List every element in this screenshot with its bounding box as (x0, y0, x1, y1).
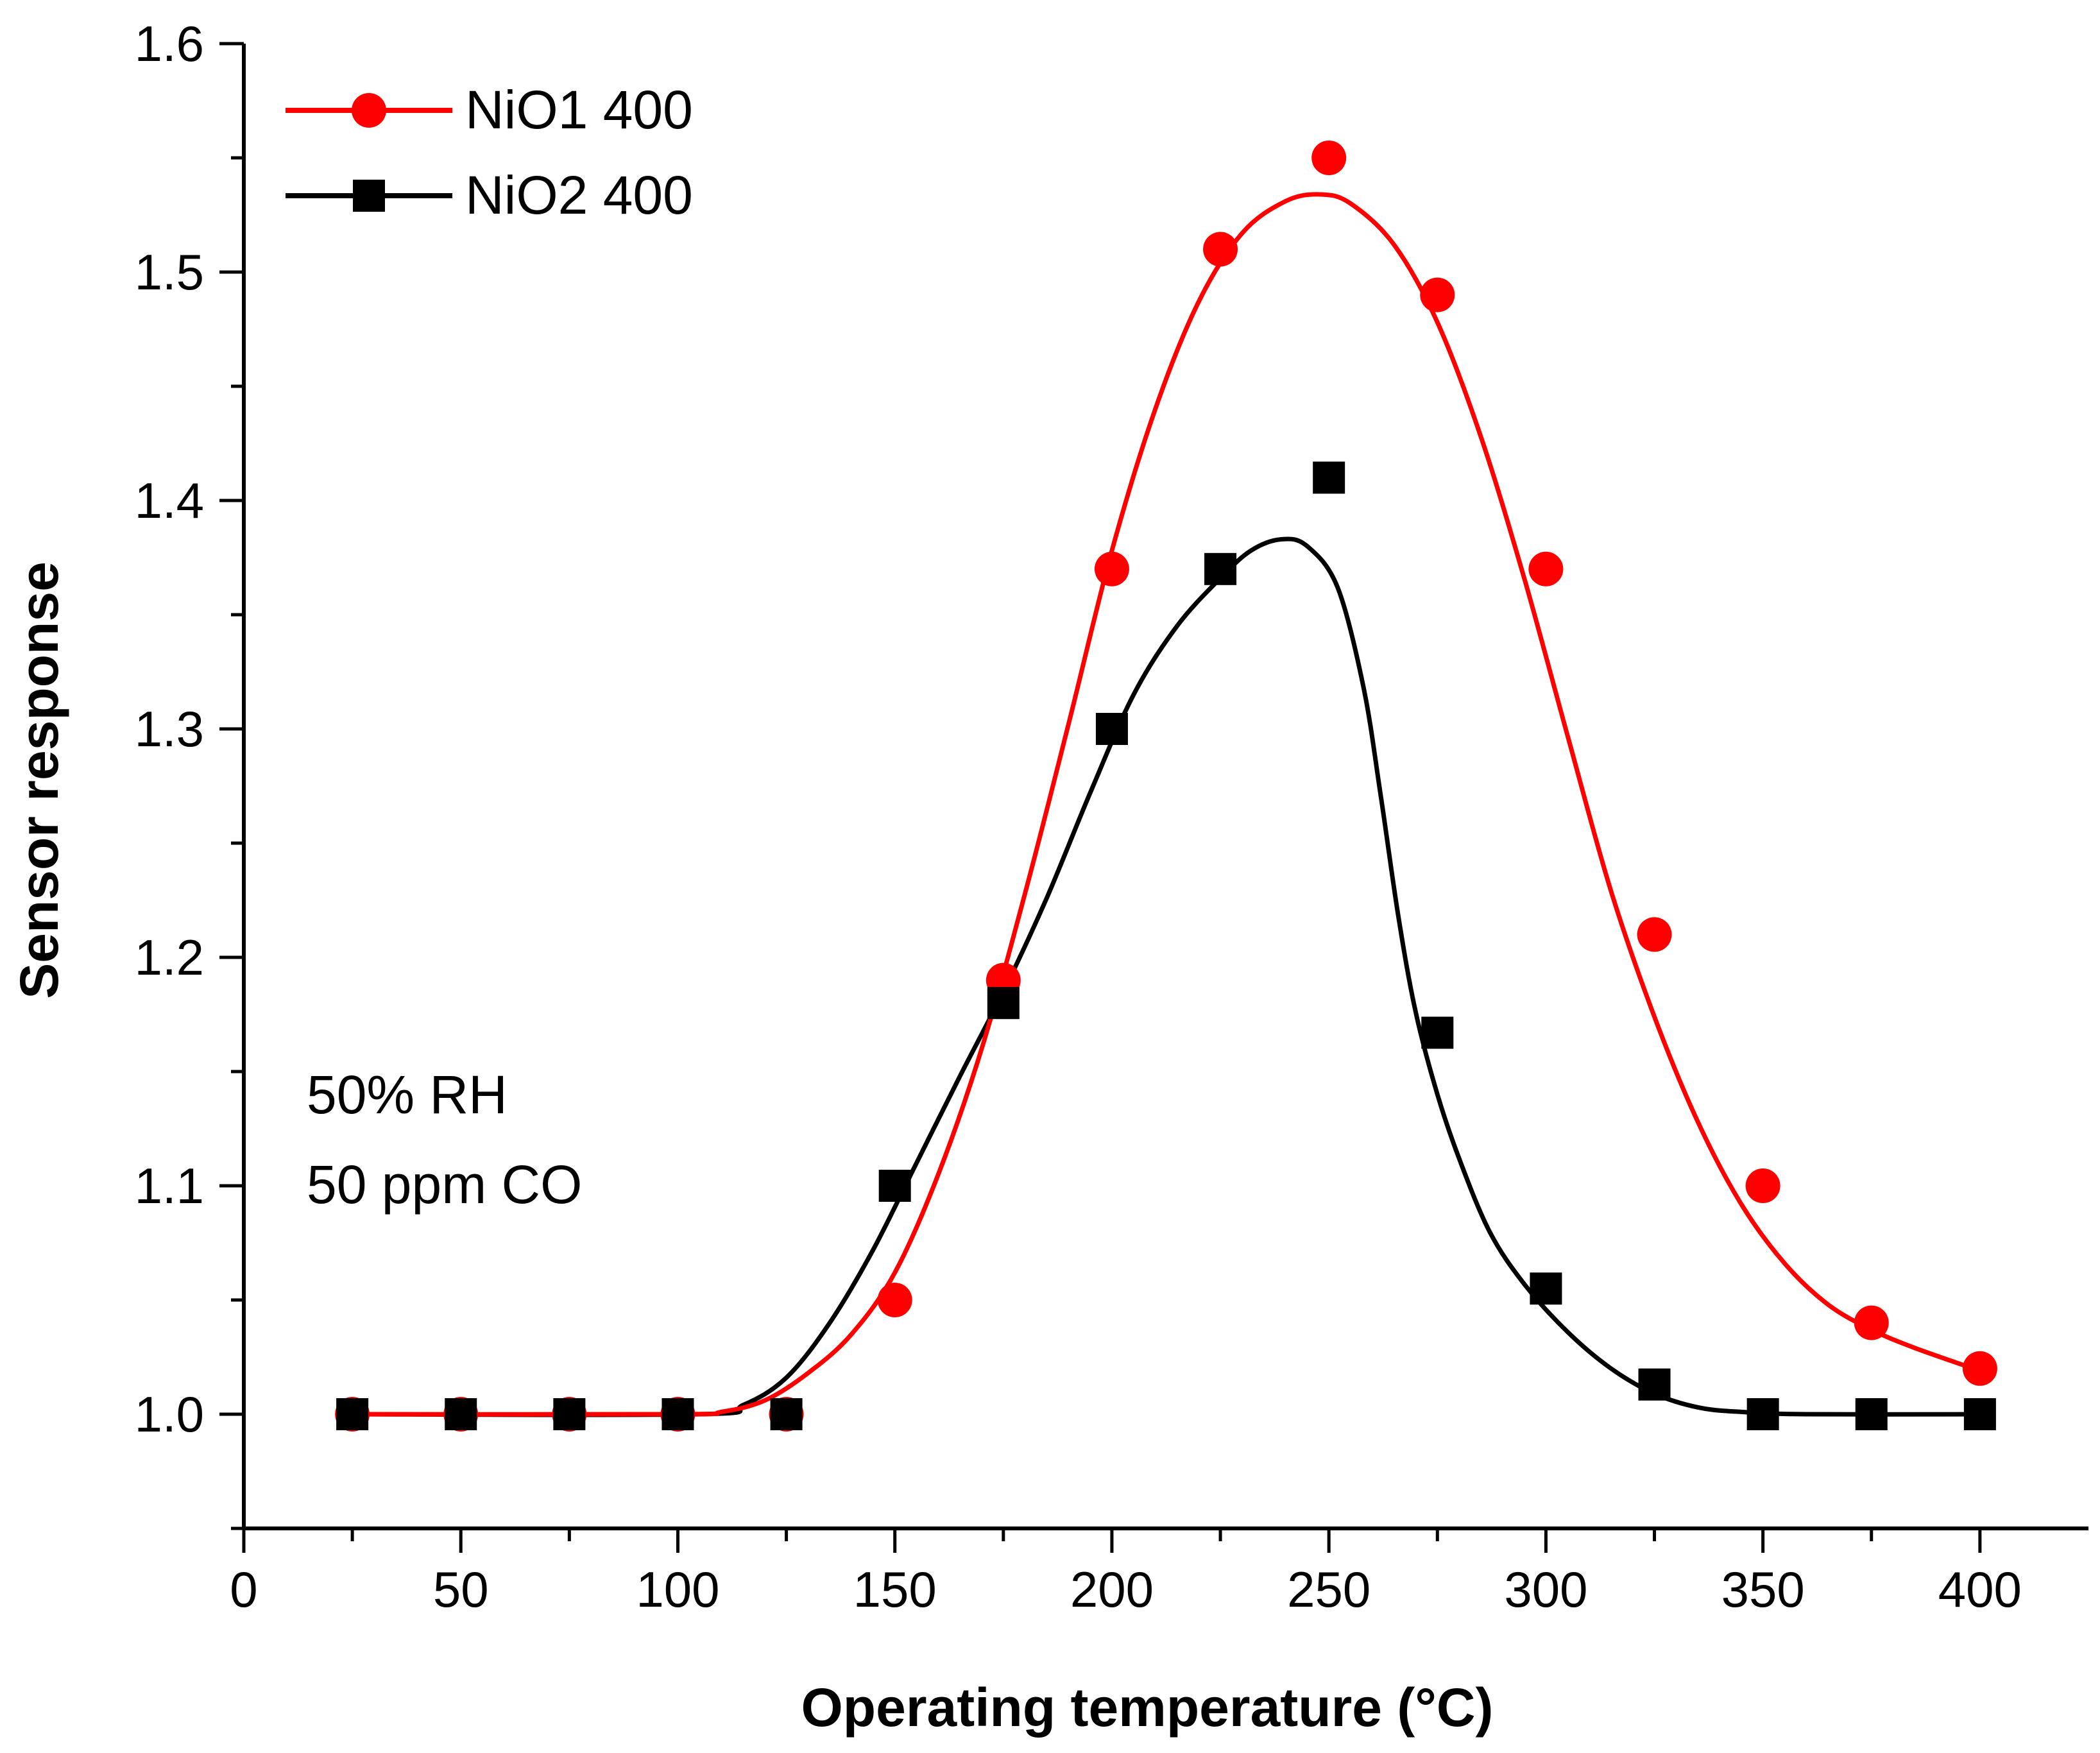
data-point-nio2 (445, 1398, 477, 1430)
data-point-nio1 (1420, 277, 1455, 312)
legend-label-nio2: NiO2 400 (465, 165, 693, 225)
x-tick-label: 200 (1070, 1561, 1154, 1618)
x-tick-label: 300 (1504, 1561, 1587, 1618)
data-point-nio2 (1530, 1272, 1562, 1305)
data-point-nio1 (1203, 232, 1238, 267)
data-point-nio2 (878, 1170, 911, 1202)
data-point-nio1 (1637, 917, 1672, 952)
y-tick-label: 1.2 (135, 929, 204, 986)
data-point-nio2 (1638, 1368, 1671, 1401)
data-point-nio2 (336, 1398, 369, 1430)
x-tick-label: 150 (853, 1561, 937, 1618)
data-point-nio2 (770, 1398, 803, 1430)
legend-marker-nio2 (353, 180, 385, 212)
data-point-nio1 (1528, 551, 1564, 586)
data-point-nio1 (1311, 141, 1347, 175)
data-point-nio2 (662, 1398, 694, 1430)
x-axis-title: Operating temperature (°C) (801, 1677, 1493, 1738)
data-point-nio1 (1962, 1351, 1997, 1386)
data-point-nio2 (553, 1398, 586, 1430)
legend: NiO1 400 NiO2 400 (286, 80, 693, 225)
annotation-humidity: 50% RH (307, 1065, 508, 1125)
data-point-nio2 (987, 987, 1020, 1020)
data-point-nio2 (1313, 461, 1345, 494)
data-point-nio2 (1746, 1398, 1779, 1430)
annotation-gas: 50 ppm CO (307, 1154, 583, 1215)
data-point-nio2 (1204, 552, 1237, 585)
y-tick-label: 1.3 (135, 701, 204, 757)
y-tick-label: 1.4 (135, 472, 204, 529)
y-tick-label: 1.6 (135, 15, 204, 72)
data-point-nio2 (1421, 1016, 1454, 1049)
data-point-nio2 (1095, 713, 1128, 745)
y-tick-label: 1.0 (135, 1386, 204, 1442)
y-tick-label: 1.5 (135, 244, 204, 300)
data-point-nio1 (1745, 1168, 1780, 1203)
data-point-nio2 (1855, 1398, 1888, 1430)
y-axis-title: Sensor response (9, 561, 69, 999)
x-tick-label: 350 (1721, 1561, 1805, 1618)
data-point-nio1 (1854, 1305, 1889, 1340)
x-tick-label: 100 (636, 1561, 719, 1618)
data-point-nio2 (1963, 1398, 1996, 1430)
x-tick-label: 400 (1938, 1561, 2022, 1618)
x-tick-label: 0 (230, 1561, 257, 1618)
x-tick-label: 50 (433, 1561, 489, 1618)
data-point-nio1 (877, 1283, 912, 1317)
x-tick-label: 250 (1287, 1561, 1370, 1618)
series-curve-nio2 (352, 536, 1980, 1417)
legend-label-nio1: NiO1 400 (465, 80, 693, 140)
data-point-nio1 (1094, 551, 1129, 586)
legend-marker-nio1 (352, 93, 386, 128)
y-tick-label: 1.1 (135, 1158, 204, 1214)
series-curve-nio1 (352, 192, 1981, 1417)
